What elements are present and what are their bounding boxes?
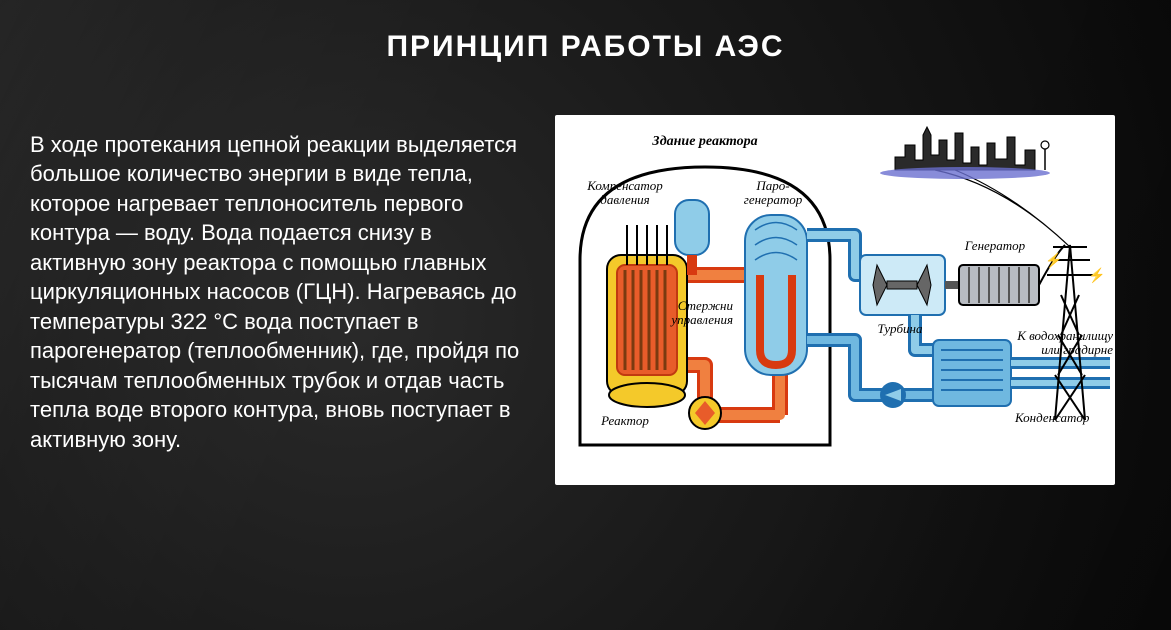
wire bbox=[935, 170, 1070, 247]
lbl-generator: Генератор bbox=[964, 238, 1026, 253]
lbl-reactor: Реактор bbox=[600, 413, 649, 428]
slide-body: В ходе протекания цепной реакции выделяе… bbox=[30, 130, 522, 454]
diagram-svg: ⚡ ⚡ Здание реактора Компенсатор давления… bbox=[555, 115, 1115, 485]
svg-text:⚡: ⚡ bbox=[1045, 252, 1062, 269]
svg-text:⚡: ⚡ bbox=[1088, 267, 1105, 284]
lbl-pressurizer2: давления bbox=[600, 192, 649, 207]
lbl-building: Здание реактора bbox=[651, 134, 757, 149]
lbl-pressurizer: Компенсатор bbox=[586, 178, 663, 193]
turbine bbox=[860, 255, 945, 315]
lbl-steamgen2: генератор bbox=[744, 192, 803, 207]
steam-generator bbox=[745, 215, 807, 375]
lbl-turbine: Турбина bbox=[877, 321, 923, 336]
condenser bbox=[933, 340, 1011, 406]
slide-title: ПРИНЦИП РАБОТЫ АЭС bbox=[0, 30, 1171, 64]
lbl-reservoir: К водохранилищу bbox=[1016, 328, 1113, 343]
lbl-rods2: управления bbox=[669, 312, 733, 327]
lbl-steamgen: Паро- bbox=[755, 178, 789, 193]
generator bbox=[959, 265, 1039, 305]
lbl-reservoir2: или градирне bbox=[1041, 342, 1113, 357]
primary-pump-icon bbox=[689, 397, 721, 429]
lbl-rods: Стержни bbox=[678, 298, 734, 313]
lbl-condenser: Конденсатор bbox=[1014, 410, 1090, 425]
city-skyline-icon bbox=[880, 127, 1050, 179]
reactor-diagram: ⚡ ⚡ Здание реактора Компенсатор давления… bbox=[555, 115, 1115, 485]
shaft bbox=[945, 281, 959, 289]
